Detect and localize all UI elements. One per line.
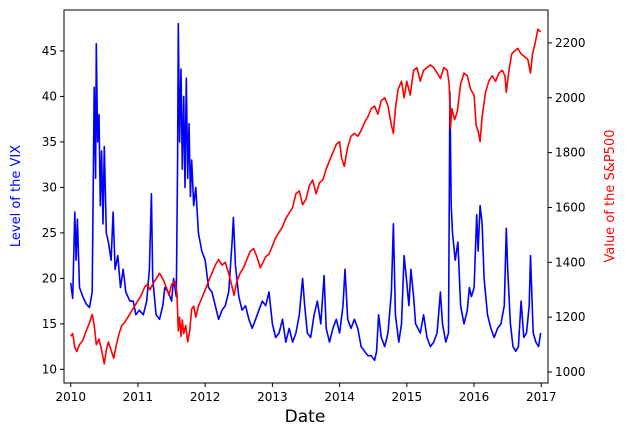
y-left-tick-label: 10 [42, 362, 57, 376]
y-right-tick-label: 2200 [555, 36, 586, 50]
y-right-tick-label: 1000 [555, 365, 586, 379]
series-layer [69, 22, 542, 365]
y-axis-left: 10 15 20 25 30 35 40 45 [42, 44, 64, 376]
y-right-tick-label: 1600 [555, 200, 586, 214]
y-left-tick-label: 45 [42, 44, 57, 58]
y-right-tick-label: 1200 [555, 310, 586, 324]
y-right-tick-label: 1400 [555, 255, 586, 269]
x-tick-label: 2013 [257, 390, 288, 404]
y-left-tick-label: 20 [42, 271, 57, 285]
x-axis-title: Date [285, 407, 326, 427]
y-left-tick-label: 35 [42, 135, 57, 149]
x-tick-label: 2017 [526, 390, 557, 404]
x-tick-label: 2011 [123, 390, 154, 404]
x-tick-label: 2015 [392, 390, 423, 404]
x-axis: 2010 2011 2012 2013 2014 2015 2016 2017 [55, 383, 557, 404]
x-tick-label: 2014 [324, 390, 355, 404]
y-axis-right-title: Value of the S&P500 [603, 129, 618, 262]
series-line-sp500 [70, 28, 542, 365]
series-line-vix [69, 22, 542, 362]
y-left-tick-label: 40 [42, 89, 57, 103]
x-tick-label: 2010 [55, 390, 86, 404]
y-right-tick-label: 2000 [555, 91, 586, 105]
y-left-tick-label: 15 [42, 317, 57, 331]
y-left-tick-label: 30 [42, 180, 57, 194]
y-axis-right: 1000 1200 1400 1600 1800 2000 2200 [548, 36, 586, 379]
y-left-tick-label: 25 [42, 226, 57, 240]
x-tick-label: 2012 [190, 390, 221, 404]
x-tick-label: 2016 [459, 390, 490, 404]
plot-frame [63, 9, 549, 384]
y-right-tick-label: 1800 [555, 146, 586, 160]
y-axis-left-title: Level of the VIX [9, 145, 24, 247]
